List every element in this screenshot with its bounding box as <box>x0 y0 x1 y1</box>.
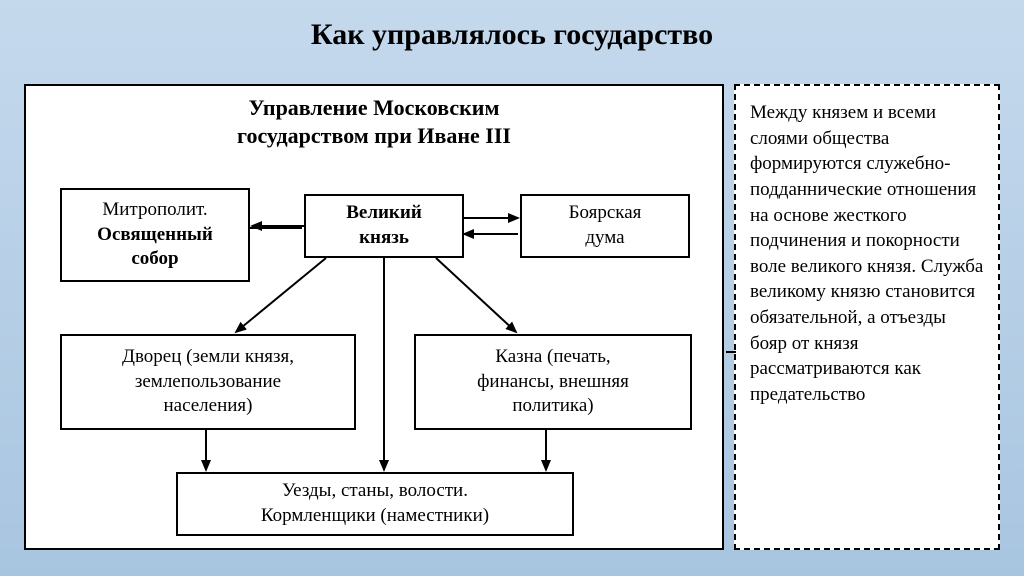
side-note-text: Между князем и всеми слоями общества фор… <box>750 100 984 408</box>
node-grand_prince-line1: князь <box>314 226 454 251</box>
arrow-6 <box>436 258 516 332</box>
node-palace-line2: населения) <box>70 394 346 419</box>
node-metropolitan-line2: собор <box>70 247 240 272</box>
page-title: Как управлялось государство <box>0 0 1024 52</box>
diagram-panel: Управление Московским государством при И… <box>24 84 724 550</box>
diagram-title-line2: государством при Иване III <box>237 123 511 148</box>
diagram-title-line1: Управление Московским <box>249 95 500 120</box>
node-treasury-line2: политика) <box>424 394 682 419</box>
node-metropolitan: Митрополит.Освященныйсобор <box>60 188 250 282</box>
node-boyar_duma-line1: дума <box>530 226 680 251</box>
node-metropolitan-line1: Освященный <box>70 223 240 248</box>
node-palace: Дворец (земли князя,землепользованиенасе… <box>60 334 356 430</box>
node-treasury: Казна (печать,финансы, внешняяполитика) <box>414 334 692 430</box>
node-counties-line1: Кормленщики (наместники) <box>186 504 564 529</box>
node-grand_prince-line0: Великий <box>314 201 454 226</box>
node-grand_prince: Великийкнязь <box>304 194 464 258</box>
node-boyar_duma-line0: Боярская <box>530 201 680 226</box>
side-panel: Между князем и всеми слоями общества фор… <box>734 84 1000 550</box>
node-metropolitan-line0: Митрополит. <box>70 198 240 223</box>
node-treasury-line0: Казна (печать, <box>424 345 682 370</box>
node-palace-line1: землепользование <box>70 370 346 395</box>
content-wrapper: Управление Московским государством при И… <box>24 84 1000 550</box>
diagram-title: Управление Московским государством при И… <box>26 94 722 149</box>
node-palace-line0: Дворец (земли князя, <box>70 345 346 370</box>
node-counties-line0: Уезды, станы, волости. <box>186 479 564 504</box>
node-boyar_duma: Боярскаядума <box>520 194 690 258</box>
node-counties: Уезды, станы, волости.Кормленщики (намес… <box>176 472 574 536</box>
node-treasury-line1: финансы, внешняя <box>424 370 682 395</box>
